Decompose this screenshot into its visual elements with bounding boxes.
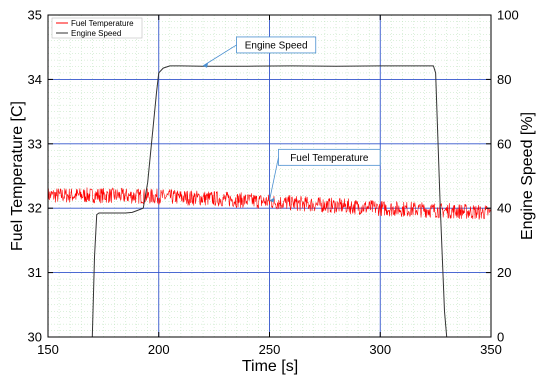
callout-arrowhead-engine-speed [203, 62, 209, 68]
y-left-tick-label: 34 [28, 72, 42, 87]
y-right-tick-label: 0 [497, 330, 504, 345]
y-right-axis-title: Engine Speed [%] [519, 112, 536, 240]
legend-label-fuel-temperature: Fuel Temperature [71, 19, 134, 28]
y-right-tick-label: 40 [497, 201, 511, 216]
annotations: Engine Speed Fuel Temperature [202, 36, 381, 203]
series-fuel-temperature [47, 187, 492, 220]
y-right-tick-label: 20 [497, 265, 511, 280]
y-left-tick-label: 35 [28, 8, 42, 23]
callout-leader-engine-speed [202, 44, 237, 67]
major-grid [48, 15, 491, 337]
y-left-tick-label: 31 [28, 265, 42, 280]
callout-label-engine-speed: Engine Speed [245, 40, 308, 51]
x-tick-label: 150 [37, 342, 59, 357]
y-right-tick-label: 100 [497, 8, 519, 23]
y-right-tick-label: 80 [497, 72, 511, 87]
series-layer [47, 65, 492, 338]
callout-leader-fuel-temperature [269, 157, 279, 201]
series-engine-speed [91, 65, 448, 338]
callout-box-engine-speed [236, 36, 317, 54]
callout-arrowhead-fuel-temperature [269, 197, 275, 203]
y-left-tick-label: 33 [28, 136, 42, 151]
legend-box [51, 17, 143, 39]
callout-box-fuel-temperature [278, 148, 381, 166]
y-right-tick-label: 60 [497, 136, 511, 151]
x-tick-label: 350 [480, 342, 502, 357]
x-tick-label: 250 [259, 342, 281, 357]
y-left-tick-label: 30 [28, 330, 42, 345]
y-left-axis-title: Fuel Temperature [C] [9, 101, 26, 251]
legend: Fuel Temperature Engine Speed [51, 17, 143, 39]
minor-grid [48, 15, 491, 337]
callout-label-fuel-temperature: Fuel Temperature [290, 153, 369, 164]
x-axis-title: Time [s] [242, 358, 298, 375]
x-tick-label: 200 [148, 342, 170, 357]
legend-label-engine-speed: Engine Speed [71, 29, 121, 38]
x-tick-label: 300 [369, 342, 391, 357]
y-left-tick-label: 32 [28, 201, 42, 216]
